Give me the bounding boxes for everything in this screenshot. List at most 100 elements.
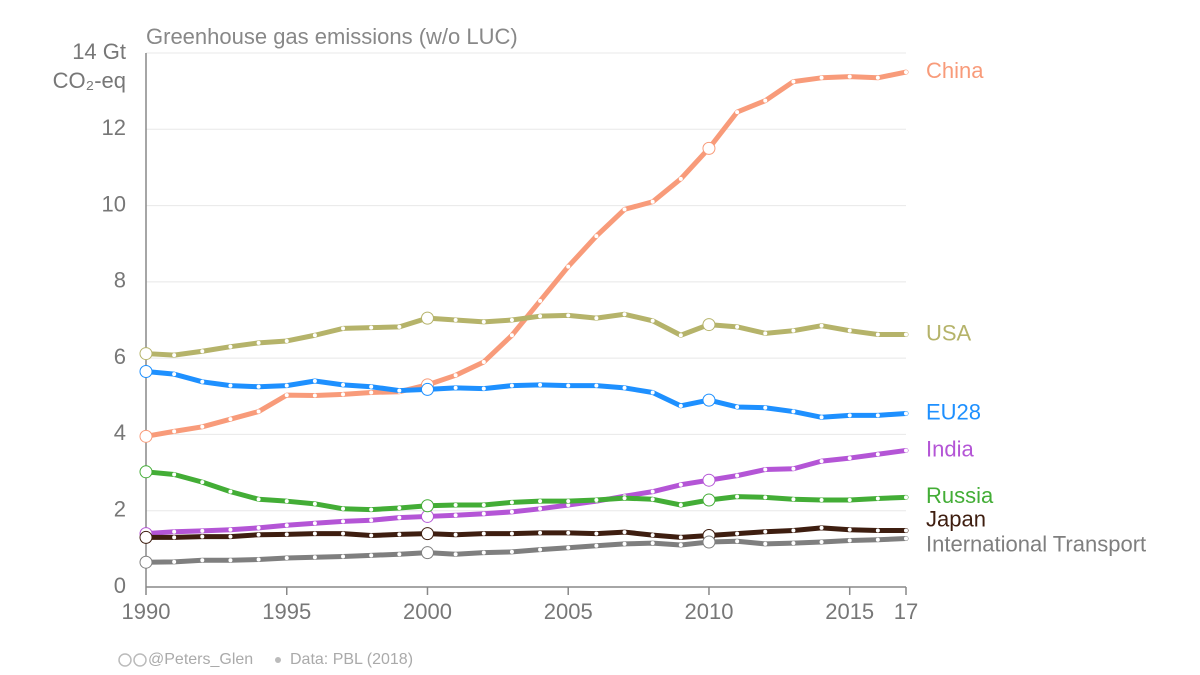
point bbox=[538, 530, 543, 535]
point bbox=[702, 141, 716, 155]
point bbox=[228, 527, 233, 532]
point bbox=[763, 529, 768, 534]
point bbox=[139, 555, 153, 569]
point bbox=[594, 498, 599, 503]
point bbox=[735, 110, 740, 115]
point bbox=[678, 482, 683, 487]
point bbox=[566, 313, 571, 318]
point bbox=[397, 324, 402, 329]
point bbox=[341, 382, 346, 387]
point bbox=[369, 518, 374, 523]
point bbox=[481, 386, 486, 391]
series-label: Japan bbox=[926, 506, 986, 531]
point bbox=[678, 535, 683, 540]
point bbox=[791, 79, 796, 84]
point bbox=[847, 538, 852, 543]
point bbox=[847, 498, 852, 503]
point bbox=[650, 497, 655, 502]
series bbox=[139, 465, 909, 513]
point bbox=[622, 207, 627, 212]
point bbox=[566, 530, 571, 535]
point bbox=[763, 98, 768, 103]
point bbox=[397, 388, 402, 393]
point bbox=[341, 531, 346, 536]
series-line bbox=[143, 447, 909, 537]
series bbox=[139, 525, 909, 544]
point bbox=[453, 385, 458, 390]
series-label: International Transport bbox=[926, 531, 1146, 556]
point bbox=[312, 393, 317, 398]
point bbox=[397, 506, 402, 511]
x-tick-label: 2010 bbox=[684, 599, 733, 624]
point bbox=[256, 557, 261, 562]
point bbox=[847, 456, 852, 461]
point bbox=[702, 493, 716, 507]
point bbox=[256, 409, 261, 414]
point bbox=[875, 413, 880, 418]
separator bbox=[275, 657, 281, 663]
point bbox=[509, 383, 514, 388]
point bbox=[650, 318, 655, 323]
point bbox=[369, 384, 374, 389]
point bbox=[791, 528, 796, 533]
series-line bbox=[143, 525, 909, 540]
point bbox=[702, 535, 716, 549]
point bbox=[453, 513, 458, 518]
point bbox=[791, 409, 796, 414]
point bbox=[172, 529, 177, 534]
point bbox=[538, 298, 543, 303]
point bbox=[904, 70, 908, 75]
point bbox=[904, 411, 908, 416]
point bbox=[341, 554, 346, 559]
point bbox=[847, 527, 852, 532]
point bbox=[453, 502, 458, 507]
point bbox=[420, 382, 434, 396]
point bbox=[228, 534, 233, 539]
point bbox=[200, 349, 205, 354]
point bbox=[312, 521, 317, 526]
point bbox=[622, 385, 627, 390]
point bbox=[481, 319, 486, 324]
point bbox=[819, 459, 824, 464]
point bbox=[735, 539, 740, 544]
point bbox=[791, 328, 796, 333]
point bbox=[509, 509, 514, 514]
point bbox=[622, 541, 627, 546]
point bbox=[284, 556, 289, 561]
point bbox=[172, 535, 177, 540]
point bbox=[172, 429, 177, 434]
credit: @Peters_Glen bbox=[148, 651, 253, 668]
y-tick-label: 12 bbox=[102, 115, 126, 140]
point bbox=[819, 539, 824, 544]
series bbox=[139, 447, 909, 541]
point bbox=[650, 489, 655, 494]
point bbox=[284, 499, 289, 504]
point bbox=[622, 496, 627, 501]
point bbox=[763, 541, 768, 546]
point bbox=[139, 429, 153, 443]
point bbox=[791, 466, 796, 471]
series-line bbox=[143, 469, 909, 513]
point bbox=[791, 497, 796, 502]
point bbox=[420, 499, 434, 513]
point bbox=[369, 553, 374, 558]
series-label: Russia bbox=[926, 483, 994, 508]
point bbox=[594, 531, 599, 536]
point bbox=[904, 448, 908, 453]
point bbox=[481, 511, 486, 516]
point bbox=[904, 495, 908, 500]
point bbox=[735, 404, 740, 409]
point bbox=[538, 506, 543, 511]
point bbox=[735, 473, 740, 478]
point bbox=[312, 333, 317, 338]
point bbox=[566, 545, 571, 550]
point bbox=[397, 515, 402, 520]
series bbox=[139, 364, 909, 420]
point bbox=[566, 502, 571, 507]
point bbox=[735, 324, 740, 329]
y-tick-label: 4 bbox=[114, 420, 126, 445]
y-tick-label: 14 Gt bbox=[72, 39, 126, 64]
point bbox=[453, 532, 458, 537]
point bbox=[200, 558, 205, 563]
